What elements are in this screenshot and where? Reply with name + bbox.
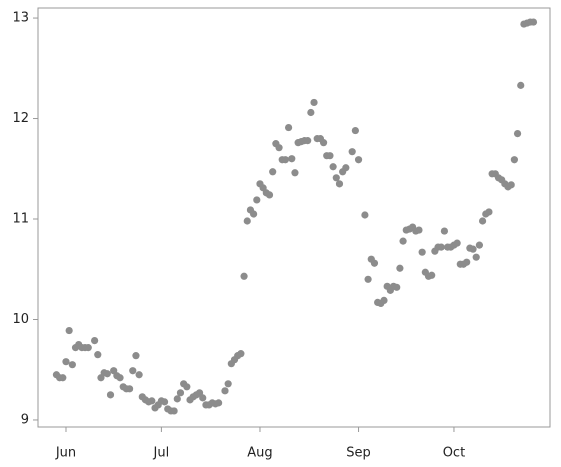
point	[310, 98, 318, 107]
y-tick-label: 9	[21, 412, 29, 427]
point	[65, 326, 73, 335]
point	[160, 398, 169, 406]
point	[224, 380, 232, 388]
x-tick-label: Aug	[247, 446, 272, 461]
point	[510, 156, 518, 164]
point	[106, 391, 115, 399]
point	[221, 387, 229, 395]
point	[453, 239, 461, 247]
point	[304, 137, 312, 145]
point	[265, 191, 274, 199]
point	[173, 395, 181, 403]
point	[399, 237, 407, 245]
point	[116, 374, 124, 382]
point	[215, 399, 223, 407]
point	[393, 283, 401, 291]
point	[291, 169, 299, 177]
plot-frame	[37, 7, 551, 428]
point	[319, 139, 328, 147]
point	[132, 352, 140, 360]
point	[250, 210, 258, 218]
point	[472, 253, 480, 261]
x-tick-label: Jul	[153, 446, 170, 461]
point	[237, 350, 245, 358]
point	[463, 258, 471, 266]
point	[370, 259, 379, 267]
point	[485, 208, 493, 216]
point	[281, 156, 290, 164]
point	[348, 148, 356, 156]
point	[351, 126, 359, 135]
y-tick-label: 13	[12, 11, 29, 26]
point	[428, 271, 436, 279]
point	[380, 296, 388, 304]
point	[125, 385, 134, 393]
point	[284, 123, 293, 132]
point	[288, 155, 296, 163]
point	[148, 397, 156, 405]
point	[361, 211, 369, 219]
point	[307, 108, 315, 117]
point	[183, 383, 191, 391]
point	[243, 217, 251, 225]
point	[418, 248, 426, 256]
point	[59, 374, 67, 382]
point	[94, 351, 102, 359]
x-tick-label: Jun	[55, 446, 76, 461]
point	[170, 407, 178, 415]
y-tick-label: 10	[12, 312, 29, 327]
point	[354, 156, 363, 164]
point	[437, 243, 445, 251]
point	[91, 336, 99, 345]
point	[507, 181, 515, 189]
point	[129, 367, 137, 375]
point	[364, 275, 372, 283]
point	[329, 163, 337, 171]
point	[135, 371, 143, 379]
point	[269, 168, 277, 176]
point	[513, 129, 522, 138]
point	[342, 164, 350, 172]
point	[335, 180, 344, 188]
point	[415, 226, 423, 234]
point	[176, 389, 185, 397]
point	[84, 344, 92, 352]
point	[332, 174, 340, 182]
point	[199, 394, 207, 402]
y-tick-label: 11	[12, 212, 29, 227]
point	[475, 241, 484, 249]
point	[253, 196, 261, 204]
point	[478, 217, 487, 225]
point	[103, 370, 111, 378]
point	[240, 272, 248, 280]
point	[275, 144, 283, 152]
point	[440, 227, 449, 235]
x-tick-label: Oct	[443, 446, 465, 461]
point	[396, 264, 404, 272]
point	[517, 81, 525, 89]
y-tick-label: 12	[12, 111, 29, 126]
point	[529, 18, 538, 26]
point	[326, 152, 334, 160]
point	[469, 245, 477, 253]
x-tick-label: Sep	[346, 446, 371, 461]
point	[62, 358, 70, 366]
point	[68, 361, 76, 369]
